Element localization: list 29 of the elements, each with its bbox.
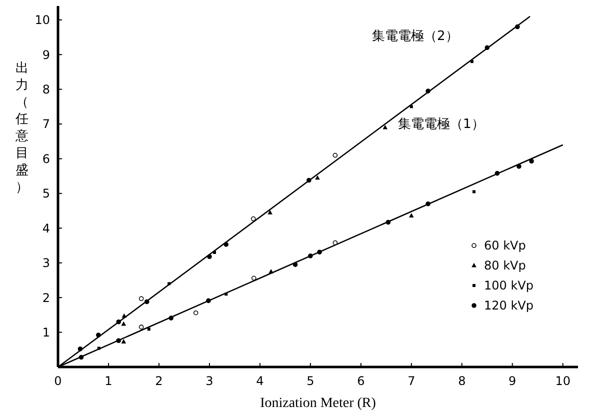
y-tick-label: 4 bbox=[42, 221, 50, 236]
legend-label: 120 kVp bbox=[484, 298, 534, 313]
y-tick-label: 3 bbox=[42, 256, 50, 270]
x-tick-label: 6 bbox=[357, 374, 365, 388]
annotation: 集電電極（2） bbox=[372, 29, 458, 44]
y-tick-label: 7 bbox=[42, 117, 50, 132]
x-tick-label: 1 bbox=[104, 374, 112, 388]
x-tick-label: 7 bbox=[408, 374, 416, 388]
x-tick-label: 3 bbox=[206, 374, 214, 388]
x-tick-label: 8 bbox=[458, 374, 466, 388]
y-tick-label: 6 bbox=[42, 152, 50, 166]
x-tick-label: 0 bbox=[54, 374, 62, 388]
legend-label: 60 kVp bbox=[484, 238, 526, 253]
y-axis-title: 出力（任意目盛） bbox=[14, 60, 28, 195]
legend-label: 100 kVp bbox=[484, 278, 534, 293]
x-axis-title: Ionization Meter (R) bbox=[260, 396, 376, 411]
x-tick-label: 9 bbox=[508, 374, 516, 388]
x-tick-label: 2 bbox=[155, 374, 163, 388]
y-tick-label: 1 bbox=[42, 325, 50, 340]
y-tick-label: 9 bbox=[42, 48, 50, 62]
x-tick-label: 4 bbox=[256, 374, 264, 388]
y-tick-label: 2 bbox=[42, 290, 50, 305]
legend-label: 80 kVp bbox=[484, 258, 526, 273]
x-tick-label: 5 bbox=[306, 374, 314, 388]
annotation: 集電電極（1） bbox=[398, 117, 484, 132]
y-tick-label: 5 bbox=[42, 186, 50, 201]
y-tick-label: 8 bbox=[42, 82, 50, 97]
y-tick-label: 10 bbox=[34, 13, 50, 28]
x-tick-label: 10 bbox=[555, 374, 570, 388]
